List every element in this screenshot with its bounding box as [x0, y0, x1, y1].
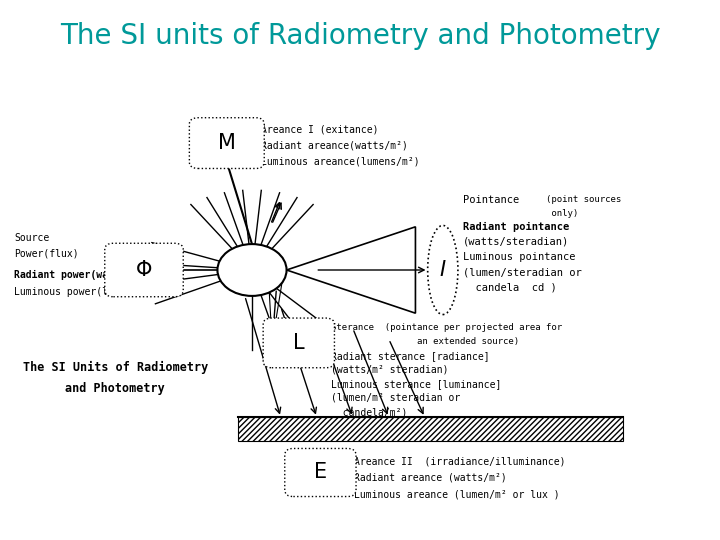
Text: The SI units of Radiometry and Photometry: The SI units of Radiometry and Photometr… [60, 22, 660, 50]
Text: Luminous pointance: Luminous pointance [463, 252, 575, 262]
Text: Radiant areance (watts/m²): Radiant areance (watts/m²) [354, 473, 506, 483]
Text: Areance II  (irradiance/illuminance): Areance II (irradiance/illuminance) [354, 457, 565, 467]
Text: (watts/steradian): (watts/steradian) [463, 237, 570, 247]
Text: Radiant power(watts): Radiant power(watts) [14, 271, 132, 280]
Text: Luminous areance (lumen/m² or lux ): Luminous areance (lumen/m² or lux ) [354, 489, 559, 499]
Text: L: L [293, 333, 305, 353]
Text: Sterance  (pointance per projected area for: Sterance (pointance per projected area f… [331, 323, 562, 332]
Text: Radiant areance(watts/m²): Radiant areance(watts/m²) [261, 141, 408, 151]
Text: Areance I (exitance): Areance I (exitance) [261, 125, 379, 134]
Text: E: E [314, 462, 327, 483]
Text: Luminous areance(lumens/m²): Luminous areance(lumens/m²) [261, 157, 420, 167]
Text: (point sources: (point sources [546, 195, 621, 204]
Text: (watts/m² steradian): (watts/m² steradian) [331, 365, 449, 375]
Text: and Photometry: and Photometry [66, 382, 165, 395]
Text: Power(flux): Power(flux) [14, 249, 79, 259]
Text: Radiant pointance: Radiant pointance [463, 222, 570, 232]
FancyBboxPatch shape [189, 118, 264, 168]
Circle shape [217, 244, 287, 296]
FancyBboxPatch shape [285, 448, 356, 497]
FancyBboxPatch shape [264, 318, 334, 368]
Text: (lumen/steradian or: (lumen/steradian or [463, 267, 582, 277]
Text: Luminous sterance [luminance]: Luminous sterance [luminance] [331, 379, 502, 389]
Text: Radiant sterance [radiance]: Radiant sterance [radiance] [331, 351, 490, 361]
Text: Pointance: Pointance [463, 195, 519, 205]
Text: candela/m²): candela/m²) [331, 407, 408, 417]
Ellipse shape [428, 226, 458, 314]
Text: Luminous power(lumens): Luminous power(lumens) [14, 287, 144, 296]
Text: M: M [218, 133, 235, 153]
Text: candela  cd ): candela cd ) [463, 282, 557, 292]
FancyBboxPatch shape [105, 243, 183, 297]
Text: I: I [440, 260, 446, 280]
Text: (lumen/m² steradian or: (lumen/m² steradian or [331, 393, 461, 403]
Text: The SI Units of Radiometry: The SI Units of Radiometry [22, 361, 208, 374]
Text: only): only) [546, 209, 578, 218]
Text: an extended source): an extended source) [331, 338, 519, 346]
Text: Source: Source [14, 233, 50, 242]
Text: Φ: Φ [136, 260, 152, 280]
